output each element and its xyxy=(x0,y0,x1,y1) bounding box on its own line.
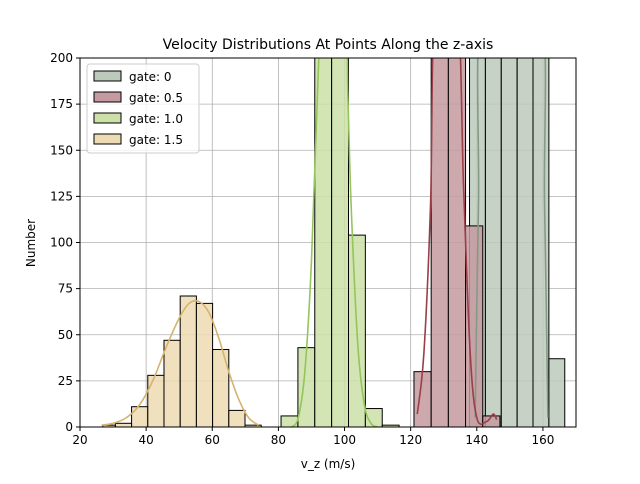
histogram-bar xyxy=(147,374,165,427)
y-axis-label: Number xyxy=(24,219,38,267)
x-axis-label: v_z (m/s) xyxy=(301,457,356,471)
kde-layer xyxy=(101,58,549,427)
y-tick-label: 50 xyxy=(58,328,73,342)
x-tick-label: 160 xyxy=(531,433,554,447)
y-tick-label: 200 xyxy=(50,51,73,65)
legend-swatch xyxy=(93,70,122,82)
y-tick-label: 175 xyxy=(50,97,73,111)
legend-label: gate: 1.0 xyxy=(129,112,183,126)
histogram-bar xyxy=(179,295,197,427)
y-tick-label: 75 xyxy=(58,282,73,296)
y-tick-label: 100 xyxy=(50,236,73,250)
legend: gate: 0 gate: 0.5 gate: 1.0 gate: 1.5 xyxy=(86,63,200,154)
kde-curve xyxy=(101,299,260,426)
histogram-bar xyxy=(228,409,246,427)
axes-layer: 20 40 60 80 100 120 140 160 0 25 50 75 100 125 150 175 2… xyxy=(50,51,577,447)
y-tick-label: 150 xyxy=(50,143,73,157)
legend-label: gate: 0.5 xyxy=(129,91,183,105)
x-tick-label: 20 xyxy=(72,433,87,447)
x-tick-label: 80 xyxy=(271,433,286,447)
legend-box xyxy=(86,63,200,154)
x-tick-label: 60 xyxy=(205,433,220,447)
legend-swatch xyxy=(93,133,122,145)
kde-curve xyxy=(290,58,378,427)
x-tick-label: 140 xyxy=(465,433,488,447)
x-tick-label: 120 xyxy=(399,433,422,447)
histogram-bar xyxy=(484,58,502,427)
histogram-bar xyxy=(212,349,230,427)
kde-curve xyxy=(474,58,549,418)
y-tick-label: 125 xyxy=(50,189,73,203)
histogram-bar xyxy=(447,58,467,427)
histogram-bar xyxy=(465,225,484,427)
histogram-bar xyxy=(114,422,133,427)
kde-curve xyxy=(416,58,498,425)
histogram-bar xyxy=(413,371,432,427)
histogram-bar xyxy=(500,58,518,427)
chart-title: Velocity Distributions At Points Along t… xyxy=(163,37,494,53)
histogram-bar xyxy=(163,339,181,427)
x-tick-label: 100 xyxy=(333,433,356,447)
histogram-bar xyxy=(430,58,449,427)
x-tick-label: 40 xyxy=(138,433,153,447)
legend-swatch xyxy=(93,91,122,103)
legend-label: gate: 0 xyxy=(129,70,172,84)
histogram-bar xyxy=(331,58,350,427)
histogram-bar xyxy=(516,58,534,427)
histogram-bar xyxy=(131,406,149,427)
histogram-bar xyxy=(548,358,566,427)
y-tick-label: 25 xyxy=(58,374,73,388)
legend-label: gate: 1.5 xyxy=(129,133,183,147)
histogram-bar xyxy=(195,302,214,427)
y-tick-label: 0 xyxy=(65,420,73,434)
legend-swatch xyxy=(93,112,122,124)
